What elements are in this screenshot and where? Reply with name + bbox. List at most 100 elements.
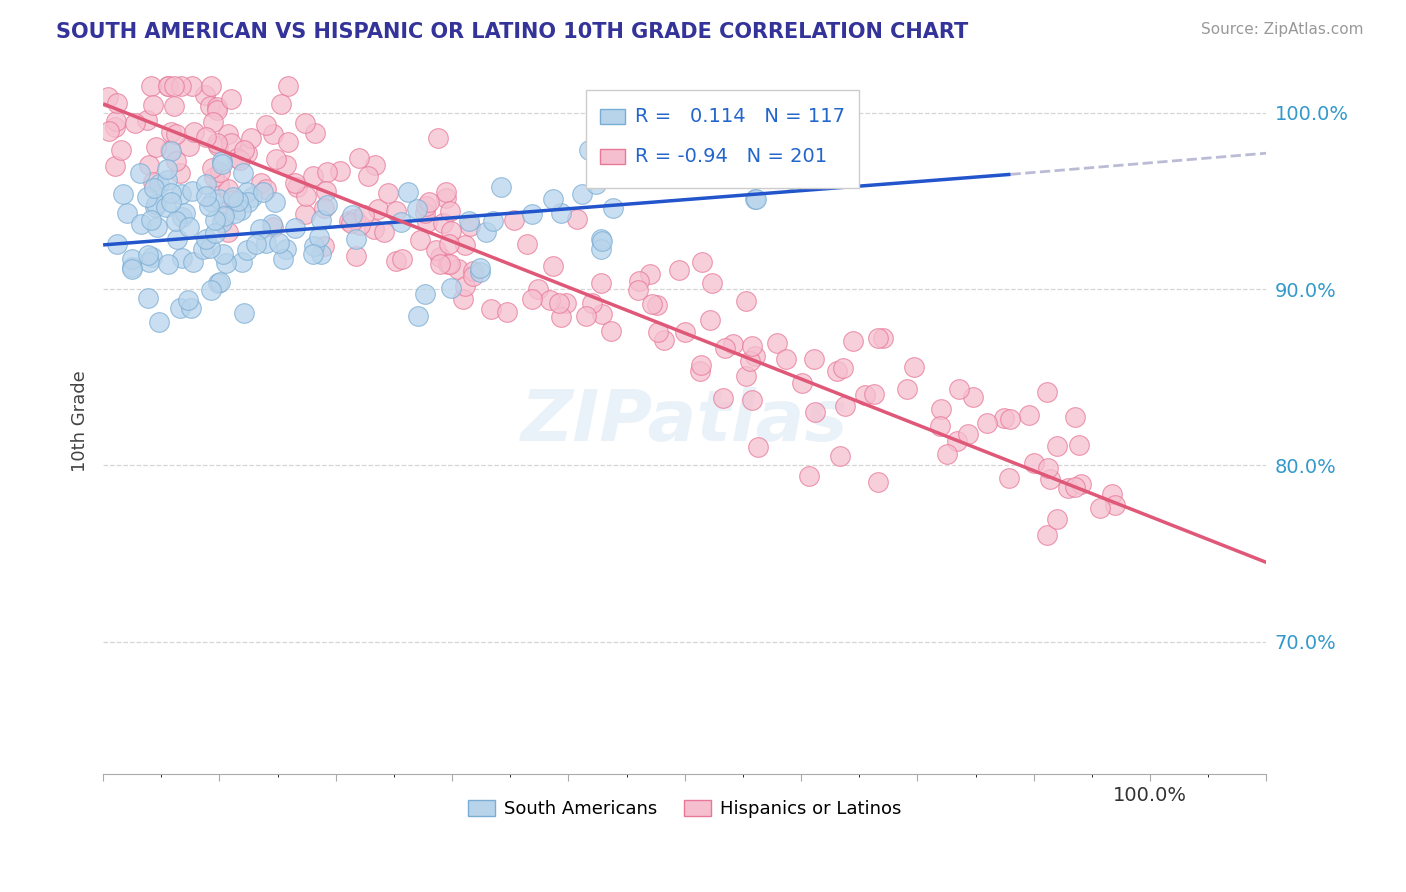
Point [440,281,463,295]
Point [1036,384,1059,399]
Point [277,135,299,149]
Point [385,253,408,268]
Point [235,186,257,200]
Point [340,216,363,230]
Point [689,358,711,372]
Point [200,283,222,297]
Point [165,128,187,142]
Point [260,217,283,231]
Point [208,275,231,289]
Point [842,334,865,348]
Point [385,203,408,218]
Point [181,79,204,94]
Point [547,295,569,310]
Point [439,236,461,251]
Point [124,116,146,130]
Point [202,115,225,129]
Point [181,255,204,269]
Point [1045,511,1067,525]
Point [652,333,675,347]
Point [538,293,561,308]
Point [591,242,613,256]
Point [520,207,543,221]
Point [156,162,179,177]
Point [550,205,572,219]
Point [270,97,292,112]
Point [195,188,218,202]
Point [294,207,316,221]
Point [156,257,179,271]
Point [957,427,980,442]
Point [217,225,239,239]
Point [226,194,249,208]
Point [349,152,371,166]
Point [479,301,502,316]
Point [328,163,350,178]
Point [128,166,150,180]
Point [541,260,564,274]
Point [468,261,491,276]
Point [1018,408,1040,422]
Point [207,139,229,153]
Point [363,222,385,236]
Point [148,315,170,329]
Point [159,144,181,158]
Point [415,199,437,213]
Point [647,297,669,311]
Point [201,161,224,175]
Point [183,125,205,139]
Point [453,293,475,307]
Point [198,99,221,113]
Point [170,211,193,225]
Point [197,199,219,213]
Point [780,172,803,186]
Point [141,250,163,264]
Legend: South Americans, Hispanics or Latinos: South Americans, Hispanics or Latinos [461,792,910,825]
Point [139,79,162,94]
Point [207,277,229,291]
Point [792,376,814,391]
Point [194,232,217,246]
Y-axis label: 10th Grade: 10th Grade [72,370,89,472]
Point [105,95,128,110]
Point [138,158,160,172]
Point [170,79,193,94]
Point [181,184,204,198]
Point [1022,456,1045,470]
Point [170,251,193,265]
Point [160,186,183,200]
Point [204,213,226,227]
Point [367,202,389,216]
Point [195,178,218,192]
Point [806,171,828,186]
Point [426,130,449,145]
Point [194,88,217,103]
Point [468,265,491,279]
Point [340,209,363,223]
Point [571,186,593,201]
Point [212,247,235,261]
Point [391,252,413,267]
Point [377,186,399,200]
Text: SOUTH AMERICAN VS HISPANIC OR LATINO 10TH GRADE CORRELATION CHART: SOUTH AMERICAN VS HISPANIC OR LATINO 10T… [56,22,969,42]
Point [143,200,166,214]
Point [520,292,543,306]
Point [734,369,756,384]
Point [647,325,669,339]
Point [458,219,481,233]
Point [205,136,228,150]
Point [142,175,165,189]
Point [205,100,228,114]
Point [997,471,1019,485]
Point [262,220,284,235]
Point [312,201,335,215]
Point [1039,472,1062,486]
Point [274,158,297,172]
Point [277,79,299,94]
Point [1104,498,1126,512]
Point [136,291,159,305]
Point [550,310,572,324]
Point [205,103,228,118]
Point [1036,528,1059,542]
Point [1070,477,1092,491]
